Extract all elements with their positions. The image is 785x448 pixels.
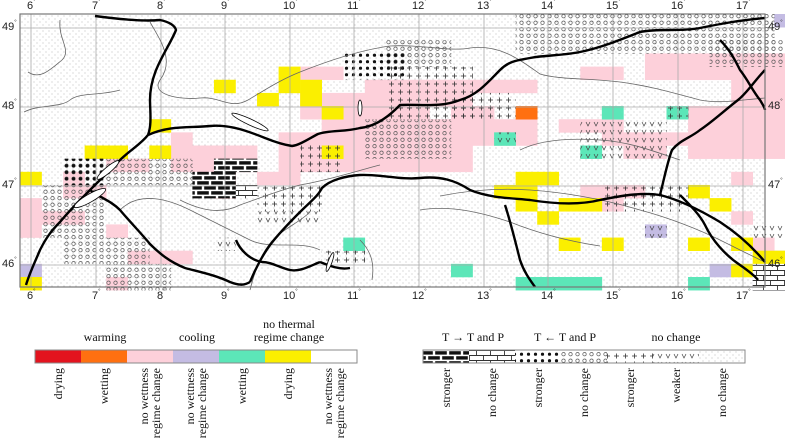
legend-swatch-color <box>127 350 173 363</box>
lon-tick-bottom: 16° <box>671 289 686 302</box>
national-borders <box>24 14 767 288</box>
legend-pattern-swatch-label: weaker <box>669 368 683 403</box>
map-frame <box>19 13 766 288</box>
lon-tick-bottom: 13° <box>477 289 492 302</box>
lon-tick-bottom: 8° <box>157 289 166 302</box>
lakes <box>73 99 363 272</box>
legend-pattern-group-label: T → T and P <box>441 330 504 344</box>
lat-tick-left: 48° <box>2 99 17 112</box>
lon-tick-top: 12° <box>412 0 427 12</box>
legend-swatch-vee <box>653 350 699 363</box>
legend-color-swatch-label: no wettness regime change <box>183 368 209 439</box>
legend-swatch-color <box>219 350 265 363</box>
lon-tick-bottom: 11° <box>347 289 361 302</box>
legend-color-swatch-label: wetting <box>97 368 111 404</box>
legend-swatch-brick-white <box>469 350 515 363</box>
legend-color-swatch-label: drying <box>51 368 65 400</box>
legend-color-swatch-label: no wettness regime change <box>137 368 163 439</box>
legend-color-bar <box>34 349 358 364</box>
legend-swatch-color <box>173 350 219 363</box>
lon-tick-top: 9° <box>221 0 230 12</box>
legend-swatch-color <box>265 350 311 363</box>
lon-tick-bottom: 6° <box>27 289 36 302</box>
lon-tick-bottom: 14° <box>541 289 556 302</box>
legend-color-swatch-label: drying <box>281 368 295 400</box>
legend-swatch-stipple <box>699 350 745 363</box>
lon-tick-top: 10° <box>283 0 298 12</box>
legend-pattern-bar <box>422 349 746 364</box>
lon-tick-top: 15° <box>606 0 621 12</box>
legend-color-swatch-label: no wettness regime change <box>321 368 347 439</box>
lat-tick-left: 49° <box>2 20 17 33</box>
legend-swatch-color <box>81 350 127 363</box>
legend-color-swatch-label: wetting <box>235 368 249 404</box>
legend-swatch-color <box>35 350 81 363</box>
lat-tick-left: 46° <box>2 257 17 270</box>
legend-color-group-label: no thermal regime change <box>253 317 325 344</box>
lon-tick-bottom: 9° <box>221 289 230 302</box>
legend-pattern-swatch-label: stronger <box>439 368 453 408</box>
lon-tick-top: 14° <box>541 0 556 12</box>
lon-tick-bottom: 15° <box>606 289 621 302</box>
lat-tick-right: 46° <box>768 257 783 270</box>
lat-tick-left: 47° <box>2 178 17 191</box>
legend-swatch-brick-black <box>423 350 469 363</box>
lon-tick-top: 6° <box>27 0 36 12</box>
pattern-cells-layer <box>41 14 785 291</box>
lon-tick-top: 7° <box>92 0 101 12</box>
legend-color-group-label: cooling <box>179 330 215 344</box>
legend-color-group-label: warming <box>83 330 127 344</box>
legend-pattern-group-label: T ← T and P <box>533 330 596 344</box>
lon-tick-bottom: 12° <box>412 289 427 302</box>
legend-swatch-plus <box>607 350 653 363</box>
lon-tick-top: 11° <box>347 0 361 12</box>
legend-pattern-swatch-label: stronger <box>623 368 637 408</box>
graticule <box>20 14 765 287</box>
lon-tick-bottom: 17° <box>736 289 751 302</box>
legend-pattern-swatch-label: stronger <box>531 368 545 408</box>
legend-pattern-group-label: no change <box>651 330 701 344</box>
lon-tick-top: 13° <box>477 0 492 12</box>
legend-swatch-dots-open <box>561 350 607 363</box>
legend-swatch-color <box>311 350 357 363</box>
lon-tick-top: 8° <box>157 0 166 12</box>
lat-tick-right: 47° <box>768 178 783 191</box>
lat-tick-right: 48° <box>768 99 783 112</box>
lon-tick-top: 16° <box>671 0 686 12</box>
lat-tick-right: 49° <box>768 20 783 33</box>
lon-tick-bottom: 10° <box>283 289 298 302</box>
legend-swatch-dots-filled <box>515 350 561 363</box>
lon-tick-bottom: 7° <box>92 289 101 302</box>
lon-tick-top: 17° <box>736 0 751 12</box>
legend-pattern-swatch-label: no change <box>577 368 591 417</box>
legend-pattern-swatch-label: no change <box>715 368 729 417</box>
legend-pattern-swatch-label: no change <box>485 368 499 417</box>
